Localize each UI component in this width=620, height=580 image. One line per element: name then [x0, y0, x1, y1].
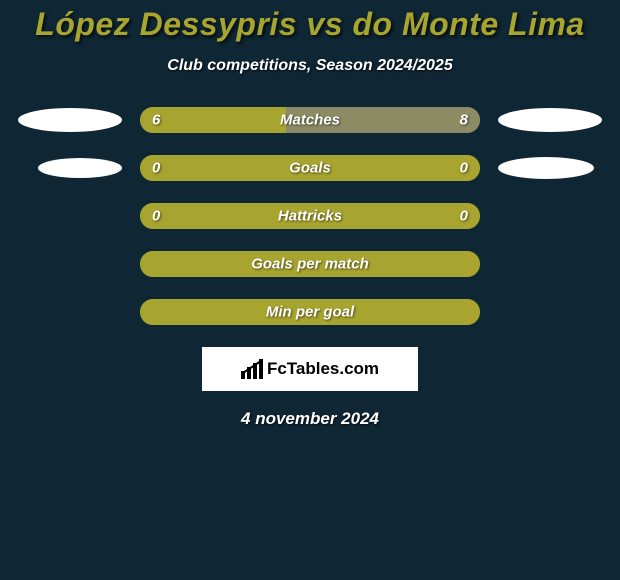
team-badge-left	[38, 158, 122, 178]
badge-slot-right	[498, 108, 608, 132]
badge-slot-left	[12, 158, 122, 178]
badge-slot-right	[498, 157, 608, 179]
chart-icon	[241, 359, 263, 379]
stat-row-hattricks: 00Hattricks	[0, 203, 620, 229]
stat-label: Min per goal	[140, 305, 480, 320]
brand-logo-card: FcTables.com	[202, 347, 418, 391]
stat-label: Goals per match	[140, 257, 480, 272]
date-stamp: 4 november 2024	[0, 409, 620, 429]
stat-row-min_per_goal: Min per goal	[0, 299, 620, 325]
stat-bar-goals_per_match: Goals per match	[140, 251, 480, 277]
page-title: López Dessypris vs do Monte Lima	[0, 0, 620, 43]
stat-bar-min_per_goal: Min per goal	[140, 299, 480, 325]
stat-row-goals_per_match: Goals per match	[0, 251, 620, 277]
stat-row-goals: 00Goals	[0, 155, 620, 181]
comparison-rows: 68Matches 00Goals 00Hattricks Goals per mat…	[0, 107, 620, 325]
brand-text: FcTables.com	[267, 359, 379, 379]
stat-bar-matches: 68Matches	[140, 107, 480, 133]
stat-label: Goals	[140, 161, 480, 176]
badge-slot-left	[12, 108, 122, 132]
team-badge-right	[498, 108, 602, 132]
stat-bar-hattricks: 00Hattricks	[140, 203, 480, 229]
stat-row-matches: 68Matches	[0, 107, 620, 133]
subtitle: Club competitions, Season 2024/2025	[0, 57, 620, 75]
team-badge-right	[498, 157, 594, 179]
stat-label: Hattricks	[140, 209, 480, 224]
team-badge-left	[18, 108, 122, 132]
stat-label: Matches	[140, 113, 480, 128]
stat-bar-goals: 00Goals	[140, 155, 480, 181]
